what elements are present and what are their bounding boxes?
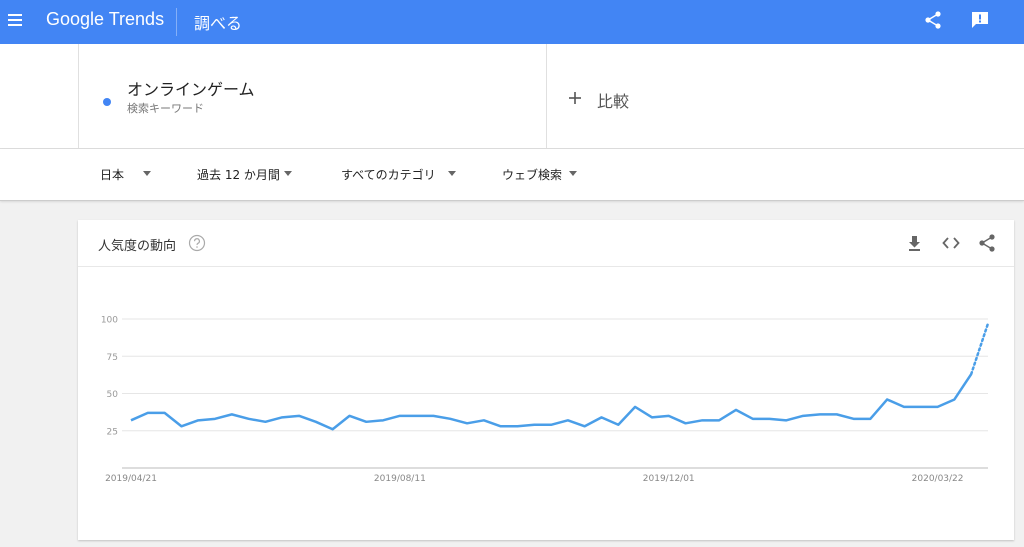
category-filter[interactable]: すべてのカテゴリ — [341, 168, 436, 182]
x-tick-label: 2019/04/21 — [105, 474, 157, 484]
y-tick-label: 50 — [107, 390, 119, 400]
search-row: オンラインゲーム 検索キーワード 比較 — [0, 44, 1024, 149]
filter-row: 日本 過去 12 か月間 すべてのカテゴリ ウェブ検索 — [0, 149, 1024, 201]
plus-icon[interactable] — [568, 91, 582, 105]
partial-data-line — [969, 322, 990, 376]
x-tick-label: 2020/03/22 — [912, 474, 964, 484]
dropdown-arrow — [284, 171, 292, 176]
feedback-icon[interactable] — [971, 11, 989, 29]
dropdown-arrow — [448, 171, 456, 176]
page-title: 調べる — [194, 14, 243, 33]
dropdown-arrow — [143, 171, 151, 176]
compare-button[interactable]: 比較 — [597, 92, 630, 111]
chart-card: 人気度の動向 25 50 75 100 2019/04/21 2019/08/11 2019… — [78, 220, 1014, 540]
share-icon[interactable] — [978, 233, 996, 253]
term-box[interactable]: オンラインゲーム 検索キーワード — [78, 44, 547, 148]
share-icon[interactable] — [924, 10, 944, 30]
dropdown-arrow — [569, 171, 577, 176]
separator — [176, 8, 177, 36]
menu-icon[interactable] — [8, 12, 24, 32]
y-tick-label: 75 — [107, 353, 118, 363]
search-term: オンラインゲーム — [127, 80, 255, 99]
embed-icon[interactable] — [942, 235, 960, 251]
divider — [78, 266, 1014, 267]
trend-line — [130, 373, 973, 431]
chart-title: 人気度の動向 — [98, 239, 177, 254]
trend-chart: 25 50 75 100 2019/04/21 2019/08/11 2019/12/01 2… — [101, 316, 990, 484]
term-type: 検索キーワード — [127, 102, 204, 115]
term-color-dot — [103, 98, 111, 106]
search-type-filter[interactable]: ウェブ検索 — [502, 168, 563, 182]
x-tick-label: 2019/12/01 — [643, 474, 695, 484]
download-icon[interactable] — [907, 235, 923, 253]
logo[interactable]: Google Trends — [46, 9, 165, 29]
region-filter[interactable]: 日本 — [100, 168, 125, 182]
y-tick-label: 25 — [107, 427, 118, 437]
top-bar: Google Trends 調べる — [0, 0, 1024, 44]
time-filter[interactable]: 過去 12 か月間 — [197, 168, 280, 182]
x-tick-label: 2019/08/11 — [374, 474, 426, 484]
y-tick-label: 100 — [101, 316, 118, 326]
help-icon[interactable] — [188, 234, 206, 252]
